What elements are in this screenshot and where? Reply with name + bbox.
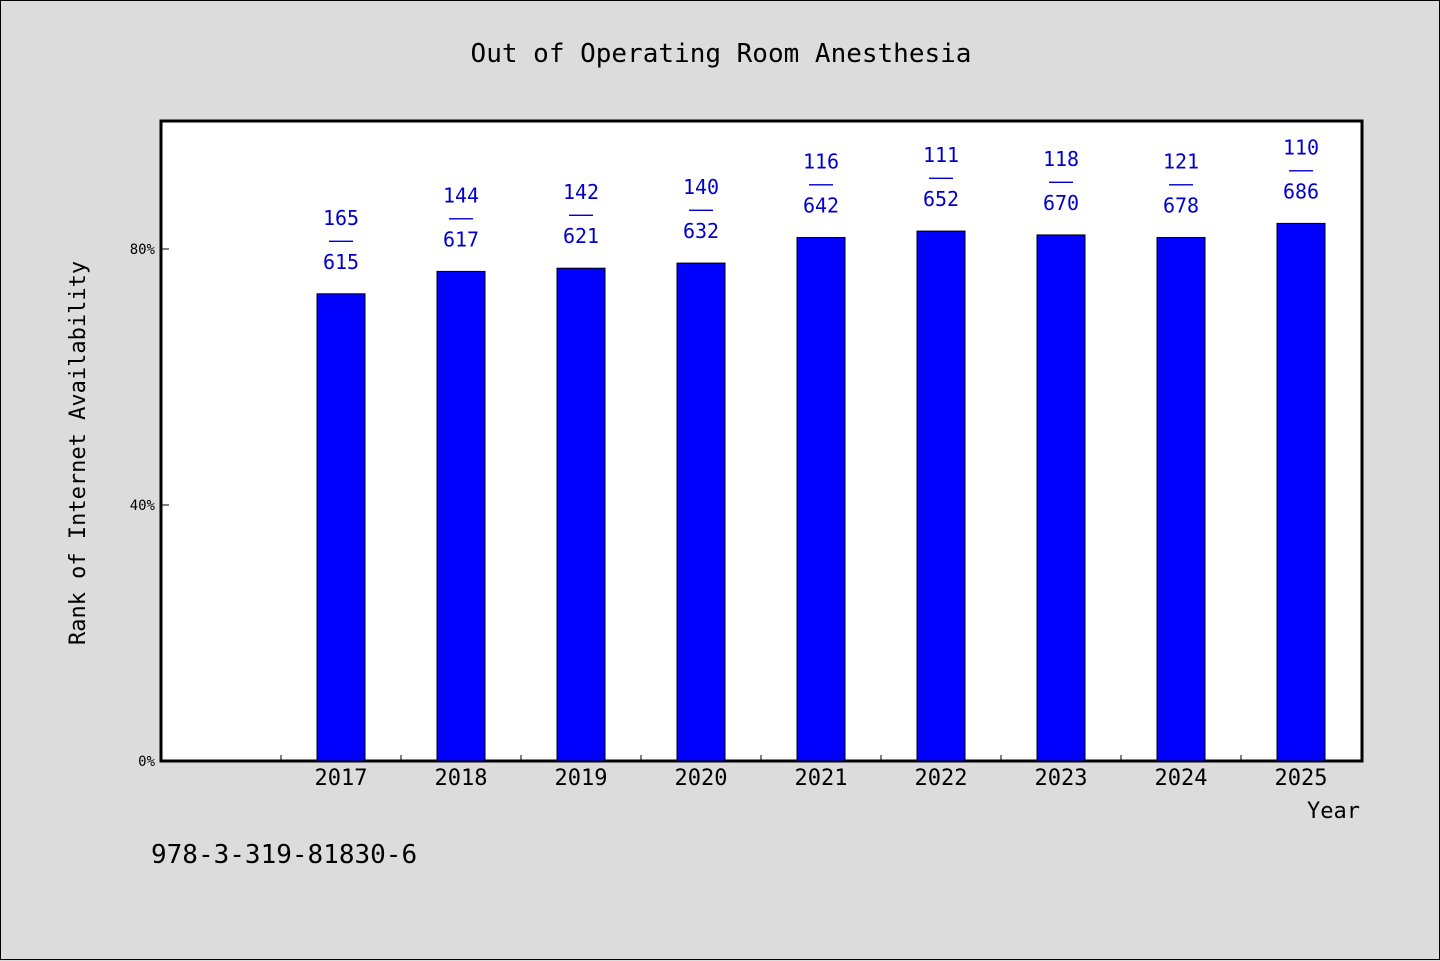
x-tick-label-2024: 2024 [1155,766,1208,791]
data-label-bottom-2018: 617 [443,227,479,251]
data-label-top-2020: 140 [683,175,719,199]
y-tick-label-80: 80% [130,242,156,258]
isbn-footer: 978-3-319-81830-6 [151,840,417,870]
y-tick-label-0: 0% [138,754,155,770]
data-label-top-2021: 116 [803,149,839,173]
data-label-sep-2018: —— [449,205,474,229]
data-label-sep-2017: —— [329,228,354,252]
x-axis-ticks: 2017 2018 2019 2020 2021 2022 2023 2024 2025 [280,755,1362,791]
data-label-top-2018: 144 [443,183,479,207]
bar-2023 [1036,234,1086,762]
data-label-bottom-2022: 652 [923,187,959,211]
y-axis-ticks: 0% 40% 80% [130,242,169,770]
bar-2019 [556,267,606,762]
x-tick-label-2025: 2025 [1275,766,1328,791]
data-label-bottom-2019: 621 [563,224,599,248]
data-label-bottom-2025: 686 [1283,179,1319,203]
x-tick-label-2022: 2022 [915,766,968,791]
data-label-top-2023: 118 [1043,147,1079,171]
data-label-sep-2023: —— [1049,169,1074,193]
x-tick-label-2023: 2023 [1035,766,1088,791]
data-labels-group: 165——615144——617142——621140——632116——642… [323,135,1319,273]
bar-2018 [436,270,486,762]
x-tick-label-2018: 2018 [435,766,488,791]
bar-2017 [316,293,366,762]
bars-group [316,222,1326,762]
chart-title: Out of Operating Room Anesthesia [471,39,972,69]
data-label-top-2017: 165 [323,206,359,230]
x-tick-label-2020: 2020 [675,766,728,791]
x-tick-label-2019: 2019 [555,766,608,791]
x-tick-label-2017: 2017 [315,766,368,791]
y-axis-label: Rank of Internet Availability [66,261,91,645]
data-label-bottom-2020: 632 [683,219,719,243]
y-tick-label-40: 40% [130,498,156,514]
bar-2024 [1156,236,1206,762]
data-label-sep-2020: —— [689,197,714,221]
data-label-bottom-2021: 642 [803,193,839,217]
x-axis-label: Year [1307,799,1360,824]
bar-2021 [796,236,846,762]
data-label-sep-2024: —— [1169,171,1194,195]
data-label-sep-2022: —— [929,165,954,189]
bar-2022 [916,230,966,762]
bar-2020 [676,262,726,762]
data-label-bottom-2023: 670 [1043,191,1079,215]
data-label-sep-2025: —— [1289,157,1314,181]
data-label-bottom-2024: 678 [1163,193,1199,217]
data-label-bottom-2017: 615 [323,250,359,274]
data-label-top-2022: 111 [923,143,959,167]
data-label-sep-2021: —— [809,171,834,195]
x-tick-label-2021: 2021 [795,766,848,791]
bar-2025 [1276,222,1326,762]
data-label-top-2019: 142 [563,180,599,204]
data-label-top-2025: 110 [1283,135,1319,159]
data-label-top-2024: 121 [1163,149,1199,173]
data-label-sep-2019: —— [569,202,594,226]
